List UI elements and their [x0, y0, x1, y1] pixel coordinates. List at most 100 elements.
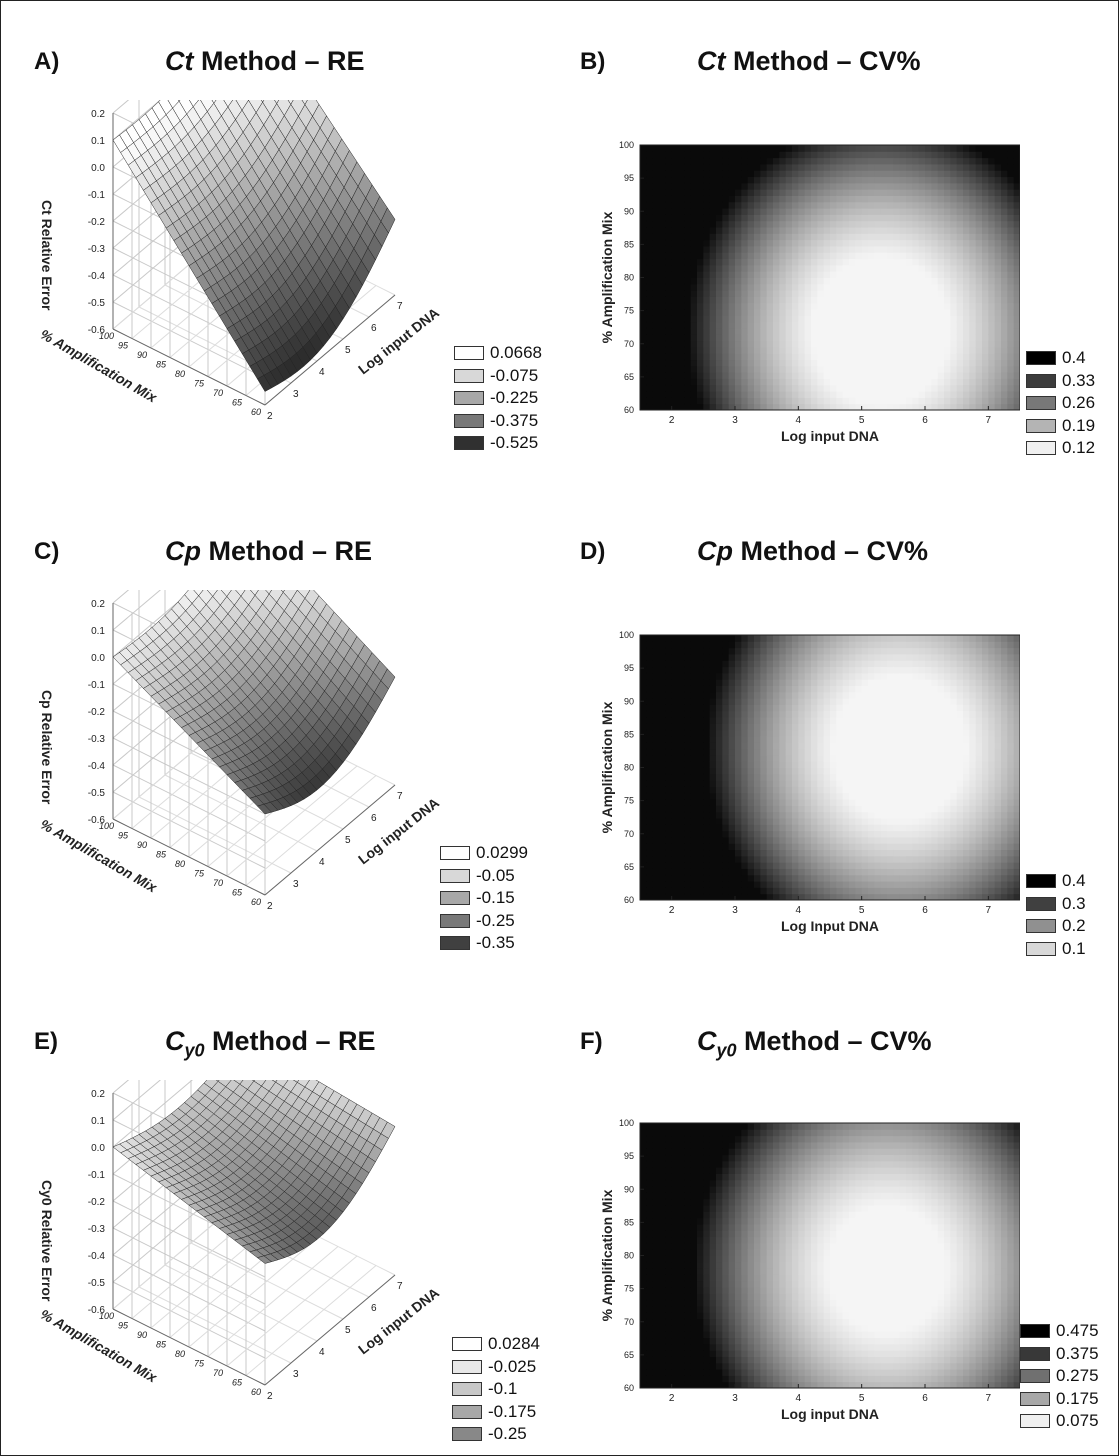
contour-cell [830, 799, 837, 806]
contour-cell [741, 836, 749, 844]
contour-cell [817, 780, 825, 787]
contour-cell [665, 145, 673, 152]
contour-cell [665, 359, 673, 367]
contour-cell [671, 817, 679, 825]
contour-cell [994, 391, 1002, 398]
contour-cell [652, 698, 660, 705]
contour-cell [823, 672, 831, 680]
contour-cell [779, 773, 787, 781]
contour-cell [779, 157, 787, 165]
contour-cell [1001, 239, 1008, 247]
contour-cell [994, 403, 1002, 411]
contour-cell [741, 773, 749, 781]
contour-cell [678, 824, 685, 832]
contour-cell [811, 704, 818, 712]
contour-cell [659, 264, 666, 272]
contour-cell [779, 767, 787, 775]
contour-cell [640, 679, 647, 686]
contour-cell [659, 742, 666, 750]
contour-cell [747, 868, 755, 876]
contour-cell [665, 296, 673, 304]
contour-cell [836, 214, 844, 222]
contour-cell [735, 384, 742, 392]
contour-cell [728, 258, 736, 266]
contour-cell [754, 378, 761, 386]
contour-cell [868, 170, 875, 178]
contour-cell [817, 685, 825, 693]
contour-cell [785, 258, 793, 266]
contour-cell [766, 214, 774, 222]
contour-cell [760, 887, 768, 895]
contour-cell [849, 170, 856, 178]
contour-cell [1001, 283, 1008, 291]
contour-cell [893, 189, 901, 196]
contour-cell [703, 176, 711, 184]
contour-cell [842, 201, 850, 209]
contour-cell [678, 264, 685, 272]
contour-cell [709, 258, 717, 266]
contour-cell [944, 189, 951, 196]
contour-cell [842, 792, 850, 800]
contour-cell [728, 855, 736, 863]
contour-cell [747, 309, 755, 316]
contour-cell [646, 245, 654, 253]
contour-cell [697, 176, 704, 184]
contour-cell [716, 679, 723, 686]
contour-cell [918, 334, 926, 342]
contour-cell [722, 321, 730, 329]
contour-cell [640, 315, 647, 323]
contour-cell [722, 353, 730, 361]
contour-cell [1007, 151, 1015, 159]
contour-cell [798, 397, 806, 405]
contour-cell [982, 220, 989, 228]
contour-cell [868, 283, 875, 291]
contour-cell [766, 881, 774, 888]
contour-cell [773, 397, 780, 405]
contour-cell [912, 340, 920, 348]
contour-cell [747, 767, 755, 775]
contour-cell [861, 208, 869, 215]
contour-cell [823, 327, 831, 335]
contour-cell [817, 742, 825, 750]
contour-cell [849, 824, 856, 832]
contour-cell [937, 227, 945, 234]
contour-cell [1007, 353, 1015, 361]
contour-cell [741, 233, 749, 241]
contour-cell [652, 283, 660, 291]
contour-cell [735, 391, 742, 398]
contour-cell [811, 327, 818, 335]
contour-cell [760, 780, 768, 787]
contour-cell [754, 151, 761, 159]
contour-cell [811, 874, 818, 882]
contour-cell [741, 653, 749, 661]
contour-cell [836, 862, 844, 869]
contour-cell [779, 277, 787, 285]
contour-cell [874, 283, 882, 291]
contour-cell [722, 647, 730, 655]
contour-cell [874, 271, 882, 278]
contour-cell [747, 233, 755, 241]
contour-cell [918, 277, 926, 285]
contour-cell [716, 245, 723, 253]
contour-cell [766, 176, 774, 184]
contour-cell [640, 290, 647, 297]
contour-cell [906, 201, 913, 209]
contour-cell [918, 372, 926, 379]
contour-cell [849, 384, 856, 392]
contour-cell [931, 264, 939, 272]
contour-cell [811, 672, 818, 680]
contour-cell [703, 290, 711, 297]
contour-cell [956, 151, 964, 159]
contour-cell [652, 163, 660, 171]
contour-cell [722, 372, 730, 379]
y-tick-label: 75 [194, 379, 205, 389]
legend-swatch [1026, 418, 1056, 433]
contour-cell [868, 378, 875, 386]
contour-cell [956, 271, 964, 278]
contour-cell [735, 340, 742, 348]
contour-cell [722, 233, 730, 241]
contour-cell [988, 208, 996, 215]
contour-cell [893, 378, 901, 386]
contour-cell [950, 346, 958, 354]
contour-cell [678, 182, 685, 190]
